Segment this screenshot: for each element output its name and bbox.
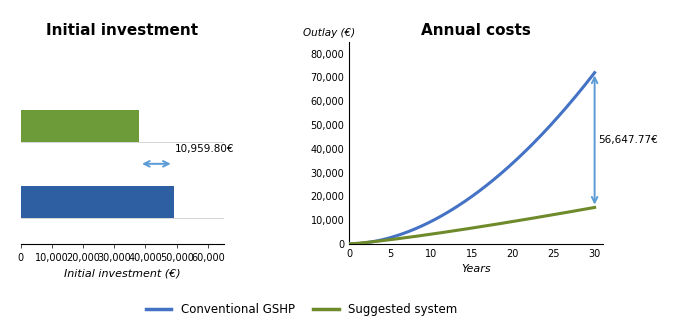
Text: 10,959.80€: 10,959.80€ <box>175 144 234 154</box>
X-axis label: Initial investment (€): Initial investment (€) <box>64 269 180 279</box>
Text: Outlay (€): Outlay (€) <box>303 28 356 38</box>
Title: Initial investment: Initial investment <box>46 23 198 38</box>
Bar <box>21 186 173 218</box>
Text: 56,647.77€: 56,647.77€ <box>598 135 658 145</box>
X-axis label: Years: Years <box>461 265 490 274</box>
Legend: Conventional GSHP, Suggested system: Conventional GSHP, Suggested system <box>141 299 462 321</box>
Title: Annual costs: Annual costs <box>421 23 531 38</box>
Bar <box>21 110 139 142</box>
